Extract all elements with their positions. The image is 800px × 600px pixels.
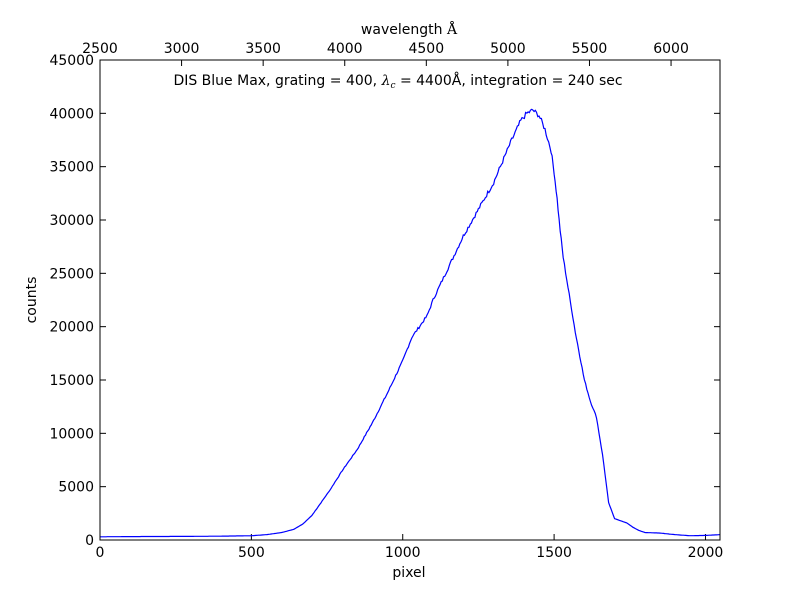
y-tick-label: 40000 — [49, 106, 94, 122]
top-axis-label: wavelength Å — [361, 20, 458, 38]
x-tick-label: 500 — [238, 545, 265, 561]
plot-annotation: DIS Blue Max, grating = 400, λc = 4400Å,… — [173, 72, 622, 91]
top-tick-label: 3500 — [245, 41, 281, 57]
x-tick-label: 0 — [96, 545, 105, 561]
y-tick-label: 35000 — [49, 160, 94, 176]
y-tick-label: 45000 — [49, 53, 94, 69]
x-axis-ticks: 0 500 1000 1500 2000 — [96, 534, 724, 561]
y-tick-label: 30000 — [49, 213, 94, 229]
spectrum-line — [100, 108, 720, 538]
top-tick-label: 4500 — [408, 41, 444, 57]
y-tick-label: 0 — [85, 533, 94, 549]
y-tick-label: 10000 — [49, 426, 94, 442]
top-axis-ticks: 2500 3000 3500 4000 4500 5000 5500 6000 — [82, 41, 689, 66]
y-tick-label: 15000 — [49, 373, 94, 389]
top-tick-label: 5000 — [490, 41, 526, 57]
plot-frame — [99, 59, 721, 541]
y-tick-label: 20000 — [49, 320, 94, 336]
y-axis-ticks: 0 5000 10000 15000 20000 25000 30000 35000 40000… — [49, 53, 720, 549]
top-tick-label: 6000 — [653, 41, 689, 57]
x-axis-label: pixel — [392, 565, 425, 581]
x-tick-label: 1500 — [536, 545, 572, 561]
top-tick-label: 4000 — [327, 41, 363, 57]
y-axis-label: counts — [24, 277, 40, 324]
top-tick-label: 2500 — [82, 41, 118, 57]
y-tick-label: 25000 — [49, 266, 94, 282]
x-tick-label: 1000 — [385, 545, 421, 561]
x-tick-label: 2000 — [688, 545, 724, 561]
top-tick-label: 3000 — [164, 41, 200, 57]
top-tick-label: 5500 — [572, 41, 608, 57]
y-tick-label: 5000 — [58, 480, 94, 496]
